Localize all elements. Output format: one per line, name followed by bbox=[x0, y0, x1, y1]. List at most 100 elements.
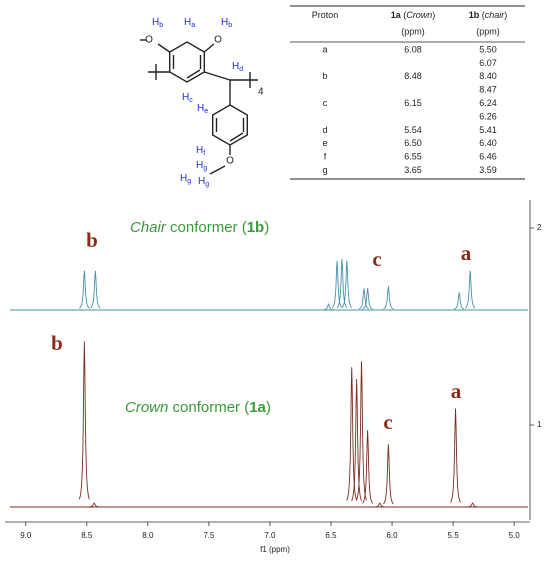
peak bbox=[331, 260, 343, 309]
peak bbox=[454, 292, 465, 310]
table-header: 1b (chair) bbox=[469, 10, 508, 20]
peak bbox=[358, 288, 370, 310]
peak bbox=[450, 408, 461, 503]
conformer-label: Crown conformer (1a) bbox=[125, 399, 271, 416]
peak-letter: a bbox=[461, 241, 472, 265]
text-part: Proton bbox=[312, 10, 339, 20]
peak-letter: a bbox=[451, 379, 462, 403]
proton-label: Hg bbox=[196, 160, 207, 172]
text-part: b bbox=[159, 22, 163, 29]
table-cell: d bbox=[322, 125, 327, 135]
table-cell: 6.24 bbox=[479, 98, 497, 108]
x-tick-label: 6.5 bbox=[325, 531, 337, 540]
x-tick-label: 8.0 bbox=[142, 531, 154, 540]
peak bbox=[346, 367, 358, 501]
structure bbox=[140, 39, 258, 175]
text-part: ) bbox=[432, 10, 435, 20]
table-cell: 5.54 bbox=[404, 125, 422, 135]
peak bbox=[323, 303, 334, 311]
table-cell: 6.40 bbox=[479, 138, 497, 148]
text-part: H bbox=[197, 103, 204, 114]
proton-label: Hc bbox=[182, 92, 193, 104]
table-cell: 6.50 bbox=[404, 138, 422, 148]
peak bbox=[464, 270, 476, 309]
table-cell: f bbox=[324, 152, 327, 162]
proton-label: Hg bbox=[198, 176, 209, 188]
peak bbox=[90, 270, 101, 309]
peak bbox=[79, 270, 90, 309]
text-part: H bbox=[184, 17, 191, 28]
text-part: Crown bbox=[406, 10, 432, 20]
ring bbox=[211, 104, 249, 146]
table-cell: 8.47 bbox=[479, 85, 497, 95]
proton-label: Hf bbox=[196, 145, 205, 157]
table-header: 1a (Crown) bbox=[391, 10, 436, 20]
table-cell: 6.55 bbox=[404, 152, 422, 162]
table-cell: 3.65 bbox=[404, 165, 422, 175]
x-tick-label: 8.5 bbox=[81, 531, 93, 540]
proton-label: Ha bbox=[184, 17, 195, 29]
table-cell: 8.48 bbox=[404, 71, 422, 81]
text-part: 1a bbox=[249, 399, 266, 416]
table-header: Proton bbox=[312, 10, 339, 20]
peak bbox=[383, 443, 394, 505]
table-cell: b bbox=[322, 71, 327, 81]
proton-label: He bbox=[197, 103, 208, 115]
table-cell: 8.40 bbox=[479, 71, 497, 81]
text-part: H bbox=[180, 173, 187, 184]
text-part: b bbox=[228, 22, 232, 29]
text-part: H bbox=[196, 160, 203, 171]
text-part: a bbox=[191, 22, 195, 29]
proton-label: Hd bbox=[232, 61, 243, 73]
x-tick-label: 5.0 bbox=[509, 531, 521, 540]
x-tick-label: 9.0 bbox=[20, 531, 32, 540]
peak bbox=[383, 286, 394, 310]
peak bbox=[89, 502, 100, 508]
text-part: H bbox=[221, 17, 228, 28]
x-tick-label: 7.5 bbox=[203, 531, 215, 540]
bond bbox=[203, 43, 215, 53]
table-cell: c bbox=[323, 98, 328, 108]
peak-letter: c bbox=[383, 410, 392, 434]
peak bbox=[467, 502, 478, 508]
proton-label: Hb bbox=[221, 17, 232, 29]
atom-label: O bbox=[145, 35, 153, 46]
bond bbox=[229, 132, 244, 142]
table-cell: 6.26 bbox=[479, 111, 497, 121]
text-part: H bbox=[198, 176, 205, 187]
text-part: conformer ( bbox=[166, 219, 247, 236]
bond bbox=[186, 69, 201, 79]
text-part: g bbox=[187, 178, 191, 185]
text-part: H bbox=[182, 92, 189, 103]
text-part: H bbox=[196, 145, 203, 156]
table-cell: 5.41 bbox=[479, 125, 497, 135]
text-part: d bbox=[239, 66, 243, 73]
peak bbox=[356, 361, 367, 501]
peak bbox=[336, 258, 348, 308]
table-cell: 6.08 bbox=[404, 44, 422, 54]
text-part: Chair bbox=[130, 219, 167, 236]
table-cell: a bbox=[322, 44, 327, 54]
text-part: conformer ( bbox=[168, 399, 249, 416]
peak bbox=[362, 430, 373, 504]
text-part: 1b bbox=[469, 10, 480, 20]
table-cell: e bbox=[322, 138, 327, 148]
y-tick-label: 2 bbox=[537, 223, 542, 232]
x-tick-label: 5.5 bbox=[448, 531, 460, 540]
table-cell: 6.15 bbox=[404, 98, 422, 108]
conformer-label: Chair conformer (1b) bbox=[130, 219, 269, 236]
peak bbox=[374, 502, 385, 508]
table-cell: 6.46 bbox=[479, 152, 497, 162]
x-tick-label: 6.0 bbox=[386, 531, 398, 540]
peak-letter: c bbox=[372, 247, 381, 271]
text-part: ( bbox=[401, 10, 407, 20]
text-part: c bbox=[189, 97, 193, 104]
bond bbox=[209, 165, 226, 175]
table-cell: 5.50 bbox=[479, 44, 497, 54]
peak bbox=[78, 341, 90, 500]
text-part: e bbox=[204, 108, 208, 115]
table-cell: 3.59 bbox=[479, 165, 497, 175]
bond bbox=[157, 43, 171, 53]
repeat-count: 4 bbox=[258, 87, 264, 98]
